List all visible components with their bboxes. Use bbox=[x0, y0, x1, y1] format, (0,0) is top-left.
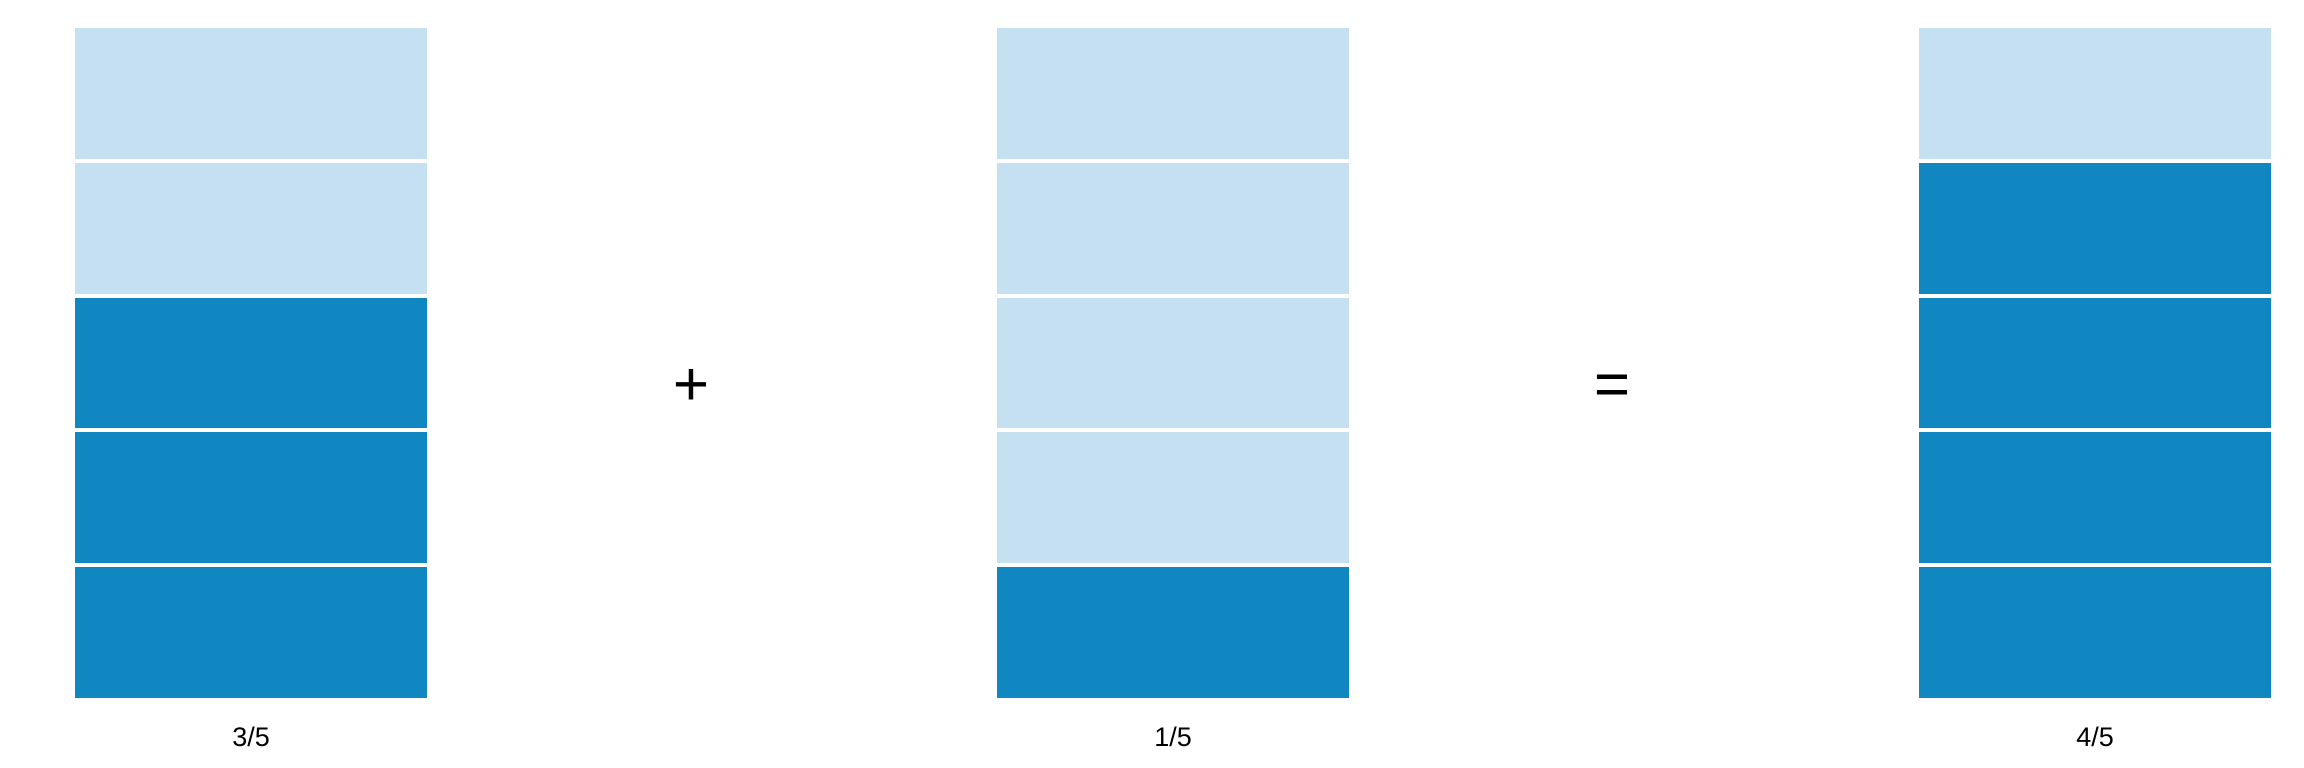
filled-segment bbox=[997, 567, 1349, 698]
empty-segment bbox=[1919, 28, 2271, 159]
empty-segment bbox=[997, 297, 1349, 429]
fraction-label-addend-1: 3/5 bbox=[232, 722, 270, 752]
fraction-bar-addend-1 bbox=[75, 28, 427, 698]
empty-segment bbox=[997, 162, 1349, 294]
empty-segment bbox=[75, 28, 427, 159]
empty-segment bbox=[997, 28, 1349, 159]
fraction-bar-sum bbox=[1919, 28, 2271, 698]
fraction-label-addend-2: 1/5 bbox=[1154, 722, 1192, 752]
filled-segment bbox=[75, 297, 427, 429]
filled-segment bbox=[1919, 297, 2271, 429]
filled-segment bbox=[75, 432, 427, 564]
empty-segment bbox=[75, 162, 427, 294]
fraction-label-sum: 4/5 bbox=[2076, 722, 2114, 752]
filled-segment bbox=[75, 567, 427, 698]
empty-segment bbox=[997, 432, 1349, 564]
filled-segment bbox=[1919, 432, 2271, 564]
equals-sign: = bbox=[1593, 350, 1631, 419]
plus-sign: + bbox=[672, 350, 710, 419]
filled-segment bbox=[1919, 162, 2271, 294]
fraction-bar-addend-2 bbox=[997, 28, 1349, 698]
filled-segment bbox=[1919, 567, 2271, 698]
